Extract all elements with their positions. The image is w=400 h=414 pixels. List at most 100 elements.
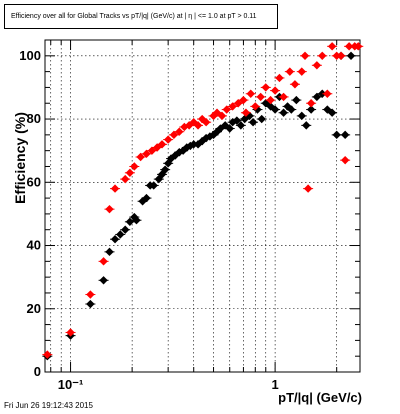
chart-title: Efficiency over all for Global Tracks vs…	[4, 4, 278, 29]
data-point	[228, 102, 237, 111]
data-point	[201, 118, 211, 127]
data-point	[287, 105, 296, 114]
data-point	[193, 121, 203, 130]
data-point	[105, 247, 114, 257]
series-red	[42, 42, 364, 359]
data-point	[261, 83, 270, 92]
data-point	[43, 350, 52, 359]
y-tick-label: 100	[19, 48, 41, 63]
data-point	[240, 114, 249, 124]
data-point	[169, 130, 179, 140]
y-tick-label: 20	[27, 301, 41, 316]
data-point	[116, 230, 125, 239]
data-point	[297, 111, 306, 121]
data-point	[136, 152, 145, 162]
grid-lines	[45, 40, 360, 373]
data-point	[232, 116, 242, 125]
data-point	[154, 174, 163, 184]
data-point	[251, 102, 260, 111]
data-point	[270, 86, 280, 95]
data-point	[180, 122, 189, 132]
data-point	[125, 168, 135, 177]
data-point	[318, 89, 327, 98]
data-point	[239, 95, 248, 105]
data-point	[245, 111, 254, 121]
data-point	[209, 111, 218, 121]
data-point	[256, 92, 265, 102]
data-point	[105, 204, 114, 214]
x-axis-label: pT/|q| (GeV/c)	[278, 390, 362, 405]
data-point	[257, 114, 266, 124]
data-point	[312, 61, 322, 70]
data-point	[142, 149, 151, 159]
data-point	[222, 105, 231, 114]
data-point	[132, 216, 141, 225]
data-point	[160, 165, 170, 174]
data-point	[318, 51, 327, 61]
data-point	[142, 193, 151, 203]
data-point	[300, 51, 310, 61]
data-point	[121, 225, 130, 234]
data-point	[121, 174, 130, 184]
data-point	[346, 51, 356, 61]
data-point	[216, 124, 225, 133]
data-point	[152, 143, 162, 152]
data-point	[292, 95, 301, 105]
data-point	[336, 51, 346, 61]
data-point	[149, 181, 158, 190]
data-point	[110, 235, 120, 244]
data-point	[306, 105, 316, 114]
data-point	[163, 135, 173, 144]
y-tick-label: 40	[27, 238, 41, 253]
data-point	[303, 184, 313, 193]
data-point	[86, 299, 95, 309]
x-tick-label: 1	[271, 377, 278, 392]
data-point	[157, 140, 167, 149]
data-point	[266, 95, 275, 105]
data-point	[327, 42, 337, 51]
data-point	[248, 118, 258, 127]
data-point	[99, 257, 108, 266]
data-point	[225, 124, 234, 133]
data-point	[99, 276, 108, 285]
timestamp-footer: Fri Jun 26 19:12:43 2015	[4, 401, 93, 410]
data-point	[130, 162, 139, 171]
data-point	[184, 121, 194, 130]
data-point	[275, 73, 284, 83]
data-point	[354, 42, 363, 51]
y-tick-label: 80	[27, 111, 41, 126]
data-point	[86, 290, 95, 299]
y-tick-label: 60	[27, 174, 41, 189]
data-point	[340, 155, 350, 165]
data-point	[312, 92, 322, 102]
data-point	[297, 67, 306, 76]
data-point	[344, 42, 354, 51]
data-point	[285, 67, 295, 76]
y-axis-label: Efficiency (%)	[12, 112, 28, 204]
data-point	[340, 130, 350, 140]
data-point	[110, 184, 120, 193]
data-point	[66, 328, 75, 337]
data-point	[302, 121, 311, 130]
data-point	[306, 99, 316, 108]
data-points	[42, 42, 364, 361]
y-tick-label: 0	[34, 364, 41, 379]
data-point	[217, 111, 227, 121]
data-point	[175, 127, 184, 136]
data-point	[228, 118, 237, 127]
data-point	[270, 105, 280, 114]
data-point	[323, 89, 332, 98]
series-black	[42, 51, 357, 361]
data-point	[279, 92, 288, 102]
data-point	[241, 108, 251, 117]
data-point	[236, 121, 246, 130]
data-point	[327, 108, 337, 117]
data-point	[125, 217, 135, 227]
data-point	[246, 89, 255, 98]
data-point	[332, 130, 341, 140]
axis-ticks: 0 20 40 60 80 100 10⁻¹ 1	[19, 39, 360, 392]
data-point	[182, 143, 191, 152]
data-point	[209, 130, 218, 140]
data-point	[279, 108, 288, 117]
